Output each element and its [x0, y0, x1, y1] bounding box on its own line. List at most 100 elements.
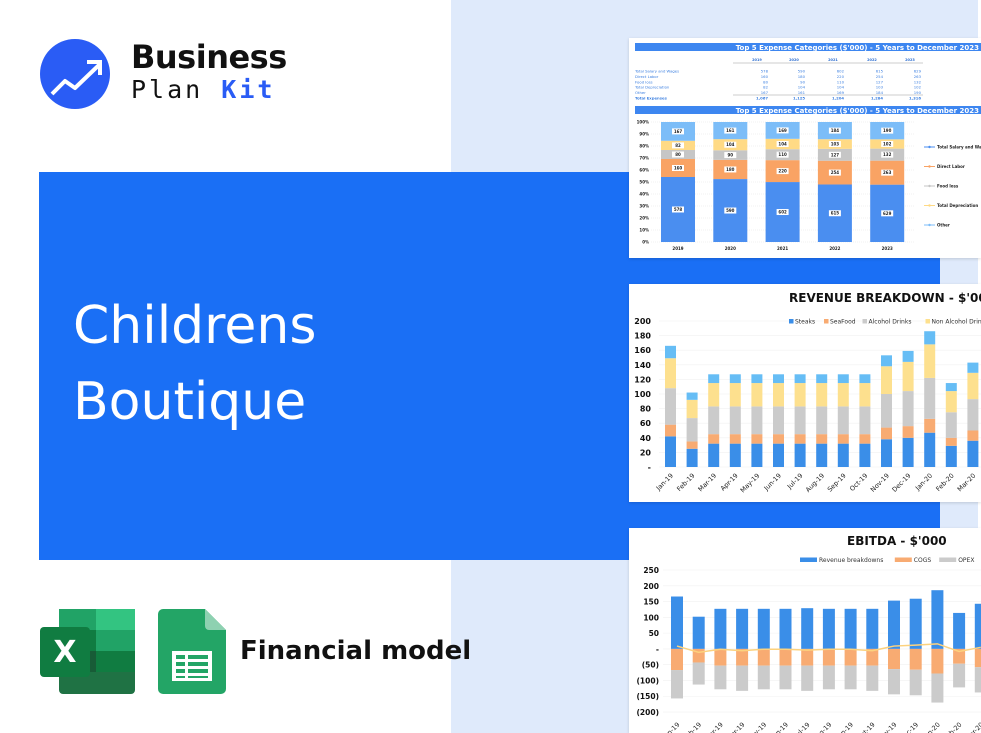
data-label-box — [881, 151, 894, 158]
bar-segment — [967, 362, 979, 373]
bar-segment — [686, 418, 698, 442]
legend-label: Total Depreciation — [937, 203, 978, 208]
x-tick-label: Sep-19 — [833, 721, 855, 733]
table-cell: 1,284 — [871, 96, 883, 101]
opex-bar — [953, 663, 966, 688]
bar-segment — [837, 406, 849, 435]
bar-segment — [708, 434, 720, 444]
opex-bar — [736, 665, 749, 691]
y-tick-label: 150 — [643, 598, 659, 607]
data-label: 629 — [883, 211, 892, 216]
bar-segment — [924, 344, 936, 378]
table-cell: 1,204 — [832, 96, 844, 101]
data-label: 578 — [674, 207, 683, 212]
bar-segment — [837, 443, 849, 467]
bar-segment — [729, 443, 741, 467]
data-label: 104 — [778, 142, 787, 147]
bar-segment — [881, 439, 892, 467]
y-tick-label: 40 — [640, 434, 652, 443]
y-tick-label: 60% — [639, 168, 649, 173]
y-tick-label: 100 — [634, 390, 651, 399]
google-sheets-icon — [158, 609, 226, 694]
data-label-box — [672, 206, 684, 213]
table-cell: 80 — [763, 79, 768, 84]
x-tick-label: Jun-19 — [762, 472, 783, 493]
opex-bar — [671, 670, 683, 699]
y-tick-label: 140 — [634, 361, 651, 370]
table-cell: 161 — [798, 90, 806, 95]
table-column-header: 2020 — [789, 58, 799, 62]
table-column-header: 2019 — [752, 58, 762, 62]
bar-segment — [945, 412, 957, 438]
revenue-bar — [692, 616, 705, 649]
legend-marker-dot — [928, 223, 931, 227]
y-tick-label: 20% — [639, 216, 649, 221]
opex-bar — [931, 673, 944, 703]
bar-segment — [859, 434, 871, 444]
data-label-box — [672, 151, 684, 158]
brand-name-line1: Business — [131, 38, 287, 76]
x-tick-label: Feb-19 — [675, 472, 696, 493]
table-row-label: Total Expenses — [635, 96, 668, 101]
bar-segment — [665, 436, 676, 467]
table-cell: 103 — [876, 85, 884, 90]
table-row-label: Direct Labor — [635, 74, 659, 79]
bar-segment — [881, 394, 892, 428]
legend-marker-dot — [928, 184, 931, 188]
legend-label: SeaFood — [830, 319, 856, 326]
bar-segment — [902, 350, 914, 362]
table-cell: 220 — [837, 74, 845, 79]
cogs-bar — [736, 648, 749, 666]
data-label: 615 — [831, 211, 840, 216]
y-tick-label: 10% — [639, 228, 649, 233]
y-tick-label: 20 — [640, 448, 652, 457]
bar-segment — [924, 418, 936, 433]
data-label-box — [776, 151, 789, 158]
data-label-box — [881, 210, 894, 217]
table-cell: 1,316 — [909, 96, 921, 101]
data-label: 132 — [883, 152, 892, 157]
bar-segment — [686, 441, 698, 449]
bar-segment — [881, 355, 892, 367]
y-tick-label: 50% — [639, 180, 649, 185]
table-cell: 615 — [876, 69, 884, 74]
table-cell: 169 — [837, 90, 845, 95]
bar-segment — [859, 443, 871, 467]
data-label-box — [672, 142, 684, 149]
x-tick-label: Nov-19 — [869, 472, 891, 494]
y-tick-label: 80 — [640, 405, 652, 414]
legend-label: COGS — [914, 557, 932, 564]
opex-bar — [822, 665, 835, 690]
bar-segment — [794, 374, 806, 384]
x-tick-label: 2019 — [672, 246, 683, 251]
chart-title: REVENUE BREAKDOWN - $'000 — [789, 291, 981, 305]
bar-segment — [967, 399, 979, 431]
x-tick-label: Feb-20 — [934, 472, 955, 493]
legend-swatch — [800, 557, 817, 562]
table-cell: 167 — [761, 90, 769, 95]
opex-bar — [909, 669, 922, 696]
x-tick-label: Apr-19 — [726, 721, 747, 733]
x-tick-label: Aug-19 — [804, 472, 826, 494]
cogs-bar — [779, 648, 792, 666]
brand-name-line2: Plan Kit — [131, 75, 275, 104]
table-cell: 110 — [837, 79, 845, 84]
data-label: 127 — [831, 152, 840, 157]
revenue-bar — [974, 603, 981, 649]
data-label-box — [828, 141, 841, 148]
legend-label: Food loss — [937, 184, 959, 189]
bar-segment — [751, 443, 763, 467]
bar-segment — [837, 374, 849, 384]
table-cell: 160 — [761, 74, 769, 79]
financial-model-label: Financial model — [240, 636, 472, 666]
y-tick-label: - — [656, 645, 659, 654]
bar-segment — [773, 374, 784, 384]
x-tick-label: Nov-19 — [876, 721, 898, 733]
y-tick-label: 200 — [643, 582, 659, 591]
table-cell: 132 — [914, 79, 922, 84]
table-cell: 104 — [837, 85, 845, 90]
data-label: 220 — [778, 169, 787, 174]
brand-plan: Plan — [131, 75, 204, 104]
bar-segment — [686, 399, 698, 419]
y-tick-label: 180 — [634, 332, 651, 341]
